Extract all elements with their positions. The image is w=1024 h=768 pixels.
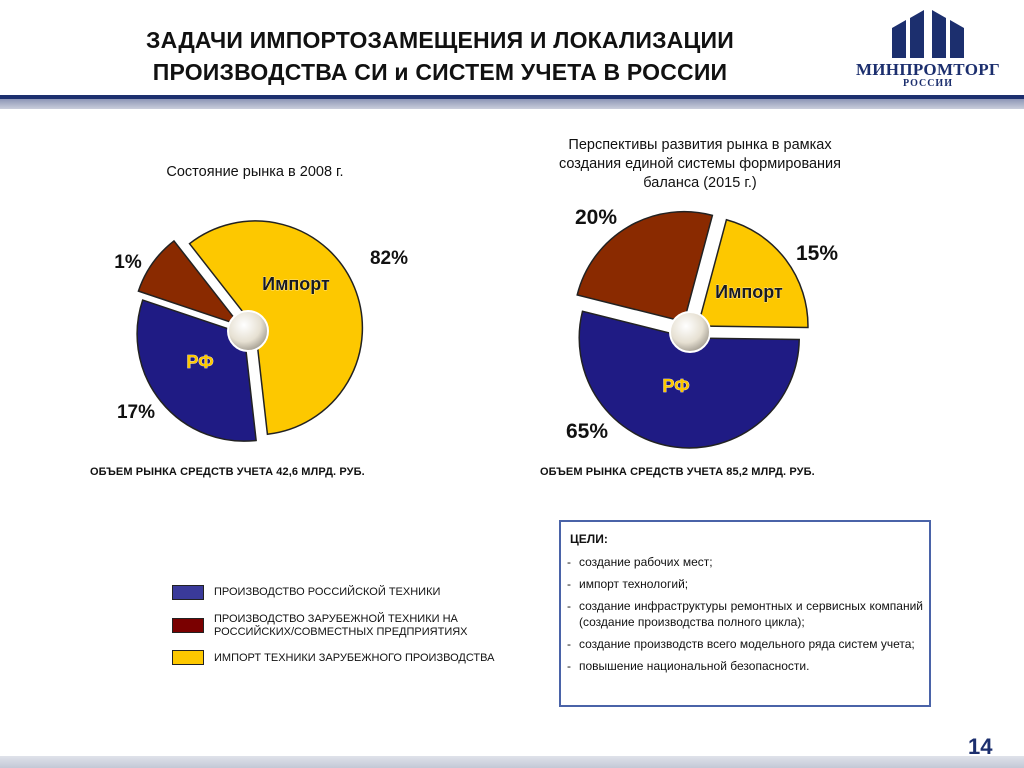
legend-label-foreign-local: ПРОИЗВОДСТВО ЗАРУБЕЖНОЙ ТЕХНИКИ НА РОССИ… [214,613,468,638]
list-item: создание инфраструктуры ремонтных и серв… [567,598,923,630]
list-item: создание производств всего модельного ря… [567,636,923,652]
logo-text: МИНПРОМТОРГ [855,60,1001,79]
goals-box: ЦЕЛИ: создание рабочих мест; импорт техн… [559,520,931,707]
list-item: импорт технологий; [567,576,923,592]
pie2-center-hub [669,311,711,353]
pie2-pct-foreign_local: 20% [575,206,617,229]
legend-label-rf: ПРОИЗВОДСТВО РОССИЙСКОЙ ТЕХНИКИ [214,586,441,598]
legend-label-import: ИМПОРТ ТЕХНИКИ ЗАРУБЕЖНОГО ПРОИЗВОДСТВА [214,652,495,664]
logo-subtext: РОССИИ [903,78,953,89]
pie1-slice-import [188,220,364,436]
list-item: создание рабочих мест; [567,554,923,570]
pie2-pct-rf: 65% [566,420,608,443]
pie2-pct-import: 15% [796,242,838,265]
list-item: повышение национальной безопасности. [567,658,923,674]
pie2-label-import: Импорт [715,282,783,302]
pie1-pct-import: 82% [370,248,408,269]
pie1-slice-foreign_local [137,239,242,327]
pie1-label-rf: РФ [186,352,213,372]
pie1-label-import: Импорт [262,274,330,294]
chart2-title-line-1: Перспективы развития рынка в рамках [568,137,832,153]
goals-list: создание рабочих мест; импорт технологий… [567,554,923,680]
chart2-title-line-2: создания единой системы формирования [558,156,842,172]
chart1-title: Состояние рынка в 2008 г. [166,164,344,180]
title-line-1: ЗАДАЧИ ИМПОРТОЗАМЕЩЕНИЯ И ЛОКАЛИЗАЦИИ [146,27,734,53]
chart1-volume: ОБЪЕМ РЫНКА СРЕДСТВ УЧЕТА 42,6 МЛРД. РУБ… [90,466,365,478]
chart2-title-line-3: баланса (2015 г.) [643,175,757,191]
pie1-pct-rf: 17% [117,402,155,423]
page-title: ЗАДАЧИ ИМПОРТОЗАМЕЩЕНИЯ И ЛОКАЛИЗАЦИИ ПР… [40,24,840,88]
ministry-logo: МИНПРОМТОРГ РОССИИ [848,6,1008,90]
pie2-slice-foreign_local [576,210,714,323]
pie1-pct-foreign_local: 1% [114,252,142,273]
pie1-slice-rf [136,299,257,442]
footer-band [0,756,1024,768]
header: ЗАДАЧИ ИМПОРТОЗАМЕЩЕНИЯ И ЛОКАЛИЗАЦИИ ПР… [0,0,1024,98]
legend-swatch-foreign-local [172,618,204,633]
logo-emblem-icon [892,10,964,58]
page-number: 14 [968,734,993,759]
legend-swatch-rf [172,585,204,600]
header-rule [0,95,1024,109]
chart2-title: Перспективы развития рынка в рамках созд… [500,136,900,193]
title-line-2: ПРОИЗВОДСТВА СИ и СИСТЕМ УЧЕТА В РОССИИ [152,59,728,85]
pie2-slice-import [697,218,809,329]
chart2-volume: ОБЪЕМ РЫНКА СРЕДСТВ УЧЕТА 85,2 МЛРД. РУБ… [540,466,815,478]
pie2-label-rf: РФ [662,376,689,396]
legend-swatch-import [172,650,204,665]
pie1-center-hub [227,310,269,352]
pie2-slice-rf [578,310,800,449]
goals-title: ЦЕЛИ: [570,532,608,546]
